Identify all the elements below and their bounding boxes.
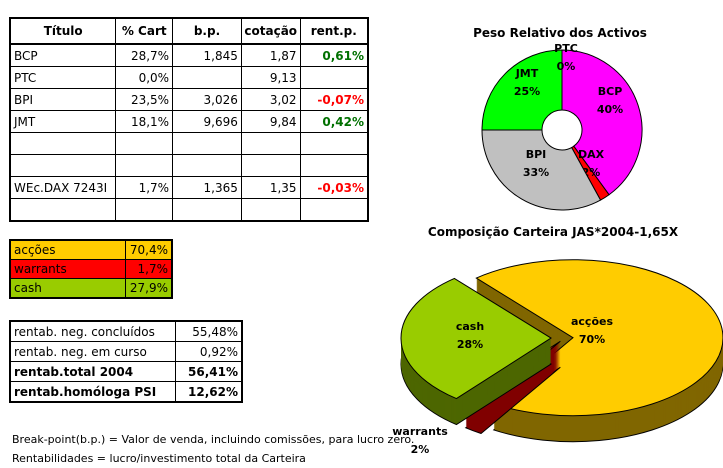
cell-cotacao[interactable]: 9,13 xyxy=(240,66,301,89)
cell-titulo[interactable]: WEc.DAX 7243I xyxy=(9,176,117,199)
donut-slice-bpi[interactable] xyxy=(481,129,602,211)
column-header: % Cart xyxy=(115,17,174,45)
donut-slice-jmt[interactable] xyxy=(481,49,563,131)
returns-value[interactable]: 12,62% xyxy=(175,381,243,403)
note-rentabilidades: Rentabilidades = lucro/investimento tota… xyxy=(12,452,306,465)
returns-row: rentab. neg. em curso 0,92% xyxy=(9,341,243,362)
cell-cart[interactable]: 1,7% xyxy=(115,176,174,199)
donut-label-name: DAX xyxy=(578,148,605,161)
table-row xyxy=(9,132,369,155)
portfolio-table: Título% Cart b.p. cotação rent.p. BCP 28,7% 1… xyxy=(9,17,369,222)
donut-slice-bcp[interactable] xyxy=(561,49,643,196)
returns-value[interactable]: 56,41% xyxy=(175,361,243,382)
cell-titulo[interactable]: BPI xyxy=(9,88,117,111)
table-row: BCP 28,7% 1,845 1,87 0,61% xyxy=(9,43,369,67)
pie3d-label-value: 28% xyxy=(457,338,483,351)
returns-row: rentab. neg. concluídos 55,48% xyxy=(9,320,243,342)
cell-rent[interactable]: 0,61% xyxy=(299,43,369,67)
pie3d-label-name: cash xyxy=(456,320,484,333)
cell-cart[interactable]: 28,7% xyxy=(115,43,174,67)
asset-label[interactable]: cash xyxy=(9,278,126,299)
returns-label[interactable]: rentab.homóloga PSI xyxy=(9,381,176,403)
donut-label-value: 33% xyxy=(523,166,549,179)
pie3d-slice-0[interactable] xyxy=(475,259,723,443)
table-row: BPI 23,5% 3,026 3,02 -0,07% xyxy=(9,88,369,111)
returns-label[interactable]: rentab. neg. concluídos xyxy=(9,320,176,342)
cell-rent[interactable]: -0,03% xyxy=(299,176,369,199)
asset-row: acções 70,4% xyxy=(9,239,173,260)
pie3d-label-name: warrants xyxy=(392,425,448,438)
asset-allocation-table: acções 70,4% warrants 1,7% cash 27,9% xyxy=(9,239,173,299)
donut-label-value: 0% xyxy=(557,60,576,73)
asset-label[interactable]: acções xyxy=(9,239,126,260)
donut-label-value: 40% xyxy=(597,103,623,116)
donut-label-name: JMT xyxy=(515,67,539,80)
returns-table: rentab. neg. concluídos 55,48% rentab. neg… xyxy=(9,320,243,403)
cell-bp[interactable]: 1,845 xyxy=(172,43,242,67)
donut-label-name: BCP xyxy=(598,85,623,98)
returns-row: rentab.homóloga PSI 12,62% xyxy=(9,381,243,403)
table-row xyxy=(9,198,369,222)
column-header: Título xyxy=(9,17,117,45)
column-header: b.p. xyxy=(172,17,242,45)
pie3d-label-name: acções xyxy=(571,315,613,328)
asset-value[interactable]: 27,9% xyxy=(125,278,173,299)
pie3d-title: Composição Carteira JAS*2004-1,65X xyxy=(428,225,679,239)
table-row: JMT 18,1% 9,696 9,84 0,42% xyxy=(9,110,369,133)
returns-label[interactable]: rentab. neg. em curso xyxy=(9,341,176,362)
column-header: cotação xyxy=(240,17,301,45)
cell-bp[interactable] xyxy=(172,198,242,222)
cell-rent[interactable]: -0,07% xyxy=(299,88,369,111)
returns-row: rentab.total 2004 56,41% xyxy=(9,361,243,382)
donut-label-name: BPI xyxy=(526,148,547,161)
donut-title: Peso Relativo dos Activos xyxy=(473,26,647,40)
asset-row: cash 27,9% xyxy=(9,278,173,299)
asset-value[interactable]: 1,7% xyxy=(125,259,173,279)
cell-cotacao[interactable]: 1,35 xyxy=(240,176,301,199)
note-break-point: Break-point(b.p.) = Valor de venda, incl… xyxy=(12,433,415,446)
pie3d-label-value: 70% xyxy=(579,333,605,346)
table-row xyxy=(9,154,369,177)
returns-value[interactable]: 55,48% xyxy=(175,320,243,342)
donut-label-value: 25% xyxy=(514,85,540,98)
column-header: rent.p. xyxy=(299,17,369,45)
cell-cart[interactable]: 23,5% xyxy=(115,88,174,111)
cell-cotacao[interactable]: 9,84 xyxy=(240,110,301,133)
table-row: WEc.DAX 7243I 1,7% 1,365 1,35 -0,03% xyxy=(9,176,369,199)
returns-label[interactable]: rentab.total 2004 xyxy=(9,361,176,382)
cell-cotacao[interactable]: 3,02 xyxy=(240,88,301,111)
pie3d-label-value: 2% xyxy=(411,443,430,456)
asset-row: warrants 1,7% xyxy=(9,259,173,279)
pie3d-slice-2[interactable] xyxy=(400,277,552,426)
donut-label-name: PTC xyxy=(554,42,578,55)
cell-titulo[interactable] xyxy=(9,198,117,222)
cell-bp[interactable]: 1,365 xyxy=(172,176,242,199)
asset-label[interactable]: warrants xyxy=(9,259,126,279)
cell-rent[interactable] xyxy=(299,198,369,222)
